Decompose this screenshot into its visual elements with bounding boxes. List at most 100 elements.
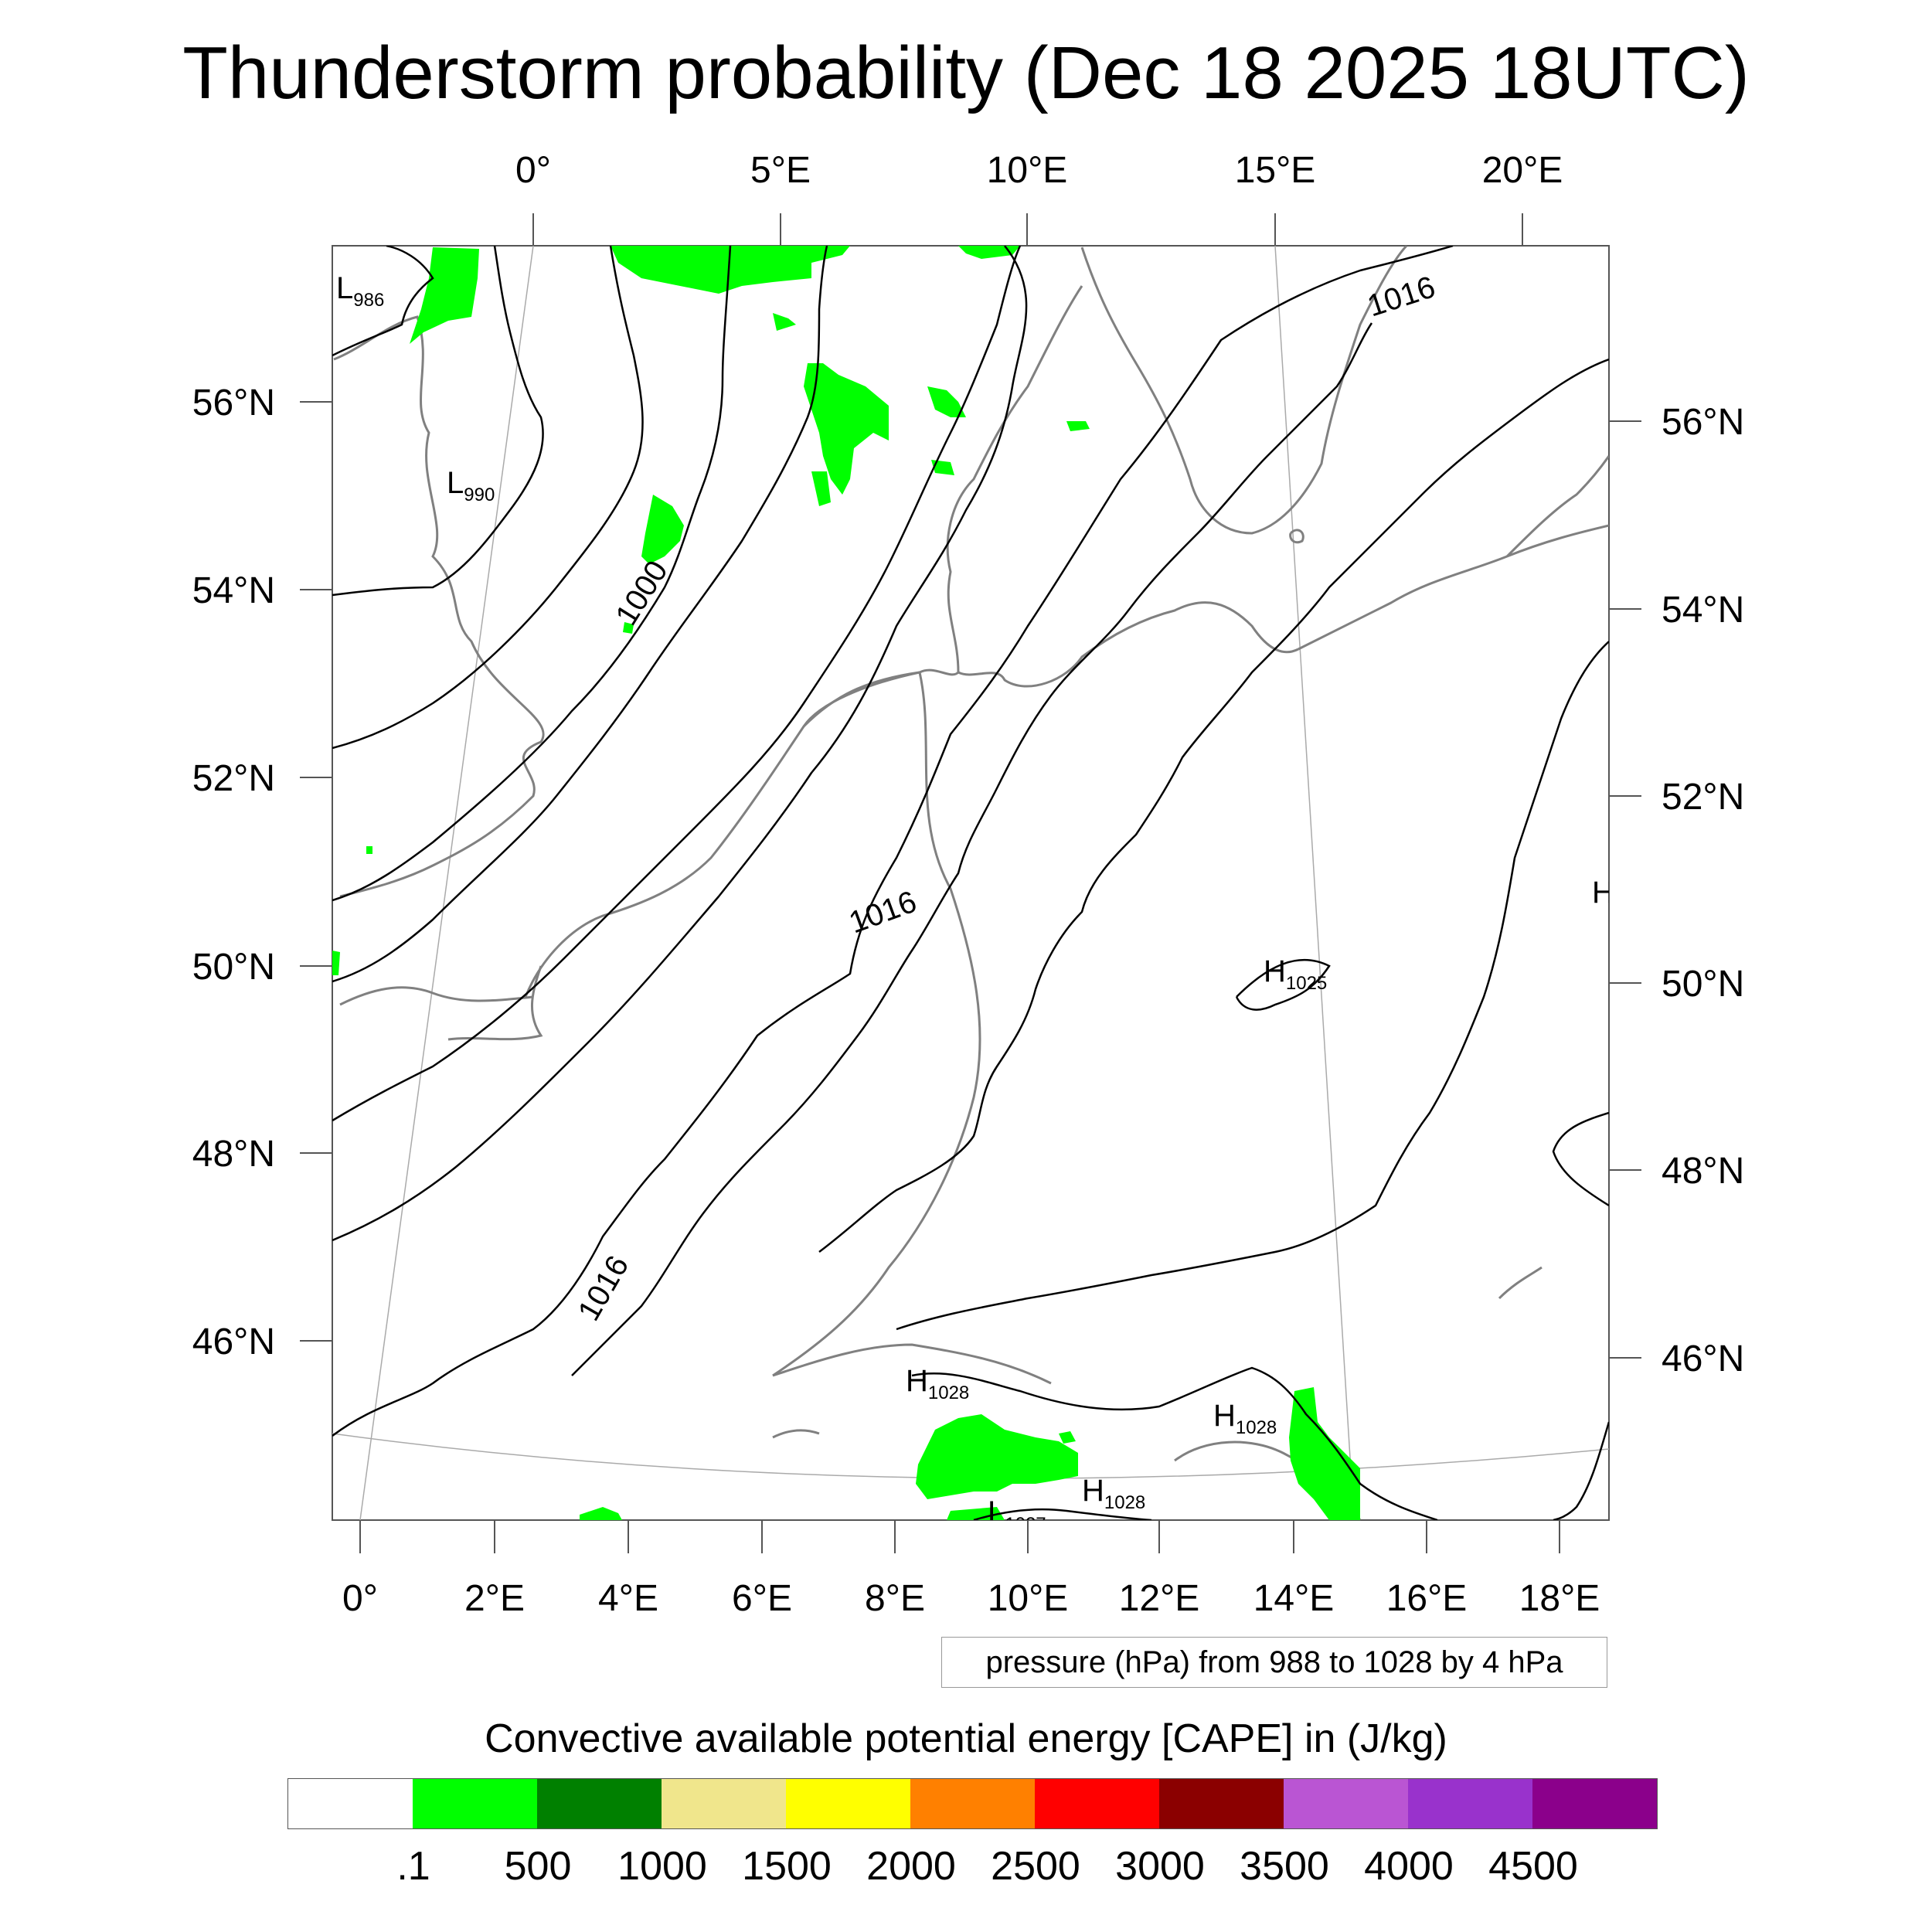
cape-area-north-sea-1 [410, 247, 479, 344]
bottom-lon-label: 14°E [1253, 1578, 1335, 1619]
colorbar-swatch [413, 1779, 537, 1828]
isobar-1028-low [973, 1508, 1152, 1520]
pressure-center-high: H1025 [1264, 954, 1327, 994]
bottom-lon-label: 4°E [598, 1578, 658, 1619]
cape-area-alps-4 [1059, 1431, 1076, 1444]
pressure-center-low: L986 [336, 271, 384, 311]
isobar-1004 [332, 246, 1022, 1122]
coast-sweden [1080, 246, 1408, 535]
pressure-center-low: L990 [447, 466, 495, 505]
cape-area-jutland [927, 386, 966, 417]
cape-area-channel-dot [366, 846, 372, 854]
cape-area-slovenia [1289, 1387, 1360, 1520]
cape-area-channel [332, 951, 340, 975]
isobar-1012 [332, 246, 1454, 1437]
bottom-lon-label: 10°E [988, 1578, 1069, 1619]
colorbar-label: 3500 [1240, 1844, 1329, 1889]
pressure-center-high: H1028 [906, 1364, 969, 1403]
colorbar-swatch [910, 1779, 1035, 1828]
colorbar-label: 2000 [866, 1844, 956, 1889]
colorbar-swatch [662, 1779, 786, 1828]
cape-area-north-sea-2 [611, 246, 850, 294]
isobar-986 [332, 246, 434, 357]
right-lat-label: 52°N [1662, 777, 1744, 818]
contour-legend: pressure (hPa) from 988 to 1028 by 4 hPa [941, 1637, 1607, 1688]
colorbar-swatch [786, 1779, 910, 1828]
coast-england-south [339, 986, 534, 1006]
cape-area-alps-3 [580, 1507, 622, 1520]
bottom-lon-label: 0° [342, 1578, 378, 1619]
top-lon-label: 15°E [1235, 150, 1316, 191]
colorbar-label: .1 [396, 1844, 430, 1889]
isobar-right-2 [1553, 1421, 1609, 1520]
bottom-lon-label: 2°E [464, 1578, 525, 1619]
top-lon-label: 20°E [1482, 150, 1563, 191]
coast-dutch-german [802, 285, 1083, 727]
colorbar-label: 4500 [1488, 1844, 1578, 1889]
ticks [300, 213, 1641, 1553]
pressure-center-high: H1028 [1213, 1399, 1277, 1438]
isobar-1024 [896, 641, 1609, 1331]
bornholm [1289, 529, 1304, 544]
right-lat-label: 48°N [1662, 1151, 1744, 1192]
left-lat-label: 46°N [192, 1321, 275, 1362]
left-lat-label: 50°N [192, 947, 275, 988]
colorbar-swatch [1284, 1779, 1408, 1828]
bottom-lon-label: 16°E [1386, 1578, 1468, 1619]
coast-britain [333, 315, 545, 898]
bottom-lon-label: 18°E [1519, 1578, 1600, 1619]
cape-area-alps-1 [916, 1414, 1078, 1499]
isobar-1028-alps [911, 1366, 1438, 1520]
isobar-1000 [332, 246, 828, 983]
chart-title: Thunderstorm probability (Dec 18 2025 18… [182, 32, 1750, 114]
pressure-center-high: H1028 [1082, 1474, 1145, 1513]
colorbar-label: 3000 [1115, 1844, 1205, 1889]
isobar-996 [332, 246, 732, 902]
bottom-lon-label: 6°E [732, 1578, 792, 1619]
pressure-center-low: L1027 [988, 1495, 1046, 1535]
plot-frame [332, 245, 1610, 1521]
colorbar-swatch [537, 1779, 662, 1828]
isobars [332, 246, 1609, 1520]
bottom-lon-label: 12°E [1119, 1578, 1200, 1619]
colorbar-labels: .1 500 1000 1500 2000 2500 3000 3500 4000 4500 [0, 1841, 1932, 1895]
colorbar-swatch [1159, 1779, 1284, 1828]
right-lat-label: 54°N [1662, 590, 1744, 631]
cape-area-north-sea-center-2 [623, 622, 634, 634]
isobar-1008 [332, 246, 1028, 1242]
cape-area-north-sea-3 [958, 246, 1020, 259]
top-lon-label: 0° [515, 150, 551, 191]
lake-balaton [1498, 1266, 1543, 1300]
colorbar-label: 4000 [1364, 1844, 1454, 1889]
isobar-right-1 [1552, 1111, 1609, 1207]
coast-denmark [957, 601, 1299, 688]
left-lat-label: 52°N [192, 758, 275, 799]
right-lat-label: 46°N [1662, 1338, 1744, 1379]
left-lat-label: 56°N [192, 383, 275, 423]
border-alps [772, 1343, 1052, 1385]
colorbar-swatch [1408, 1779, 1532, 1828]
isobar-992 [332, 246, 644, 750]
coast-baltic-east [1505, 455, 1609, 558]
colorbar-swatch [288, 1779, 413, 1828]
lake-geneva [772, 1429, 820, 1439]
isobar-1016 [571, 322, 1373, 1376]
border-france-germany [772, 672, 981, 1377]
colorbar [287, 1778, 1658, 1829]
cape-shading [332, 246, 1360, 1520]
isobar-1024-center-h1025 [1235, 959, 1331, 1011]
coast-baltic-south [1298, 524, 1609, 651]
cape-area-skagerrak-1 [804, 363, 889, 495]
cape-area-jutland-2 [931, 460, 954, 475]
pressure-center-high: H [1592, 876, 1614, 910]
top-lon-label: 10°E [987, 150, 1068, 191]
bottom-lon-label: 8°E [865, 1578, 925, 1619]
left-lat-label: 54°N [192, 570, 275, 611]
colorbar-label: 2500 [991, 1844, 1080, 1889]
cape-area-north-sea-4 [773, 313, 796, 331]
colorbar-swatch [1532, 1779, 1657, 1828]
right-lat-label: 50°N [1662, 964, 1744, 1005]
isobar-988 [332, 246, 544, 597]
left-lat-label: 48°N [192, 1134, 275, 1175]
colorbar-label: 1500 [742, 1844, 832, 1889]
